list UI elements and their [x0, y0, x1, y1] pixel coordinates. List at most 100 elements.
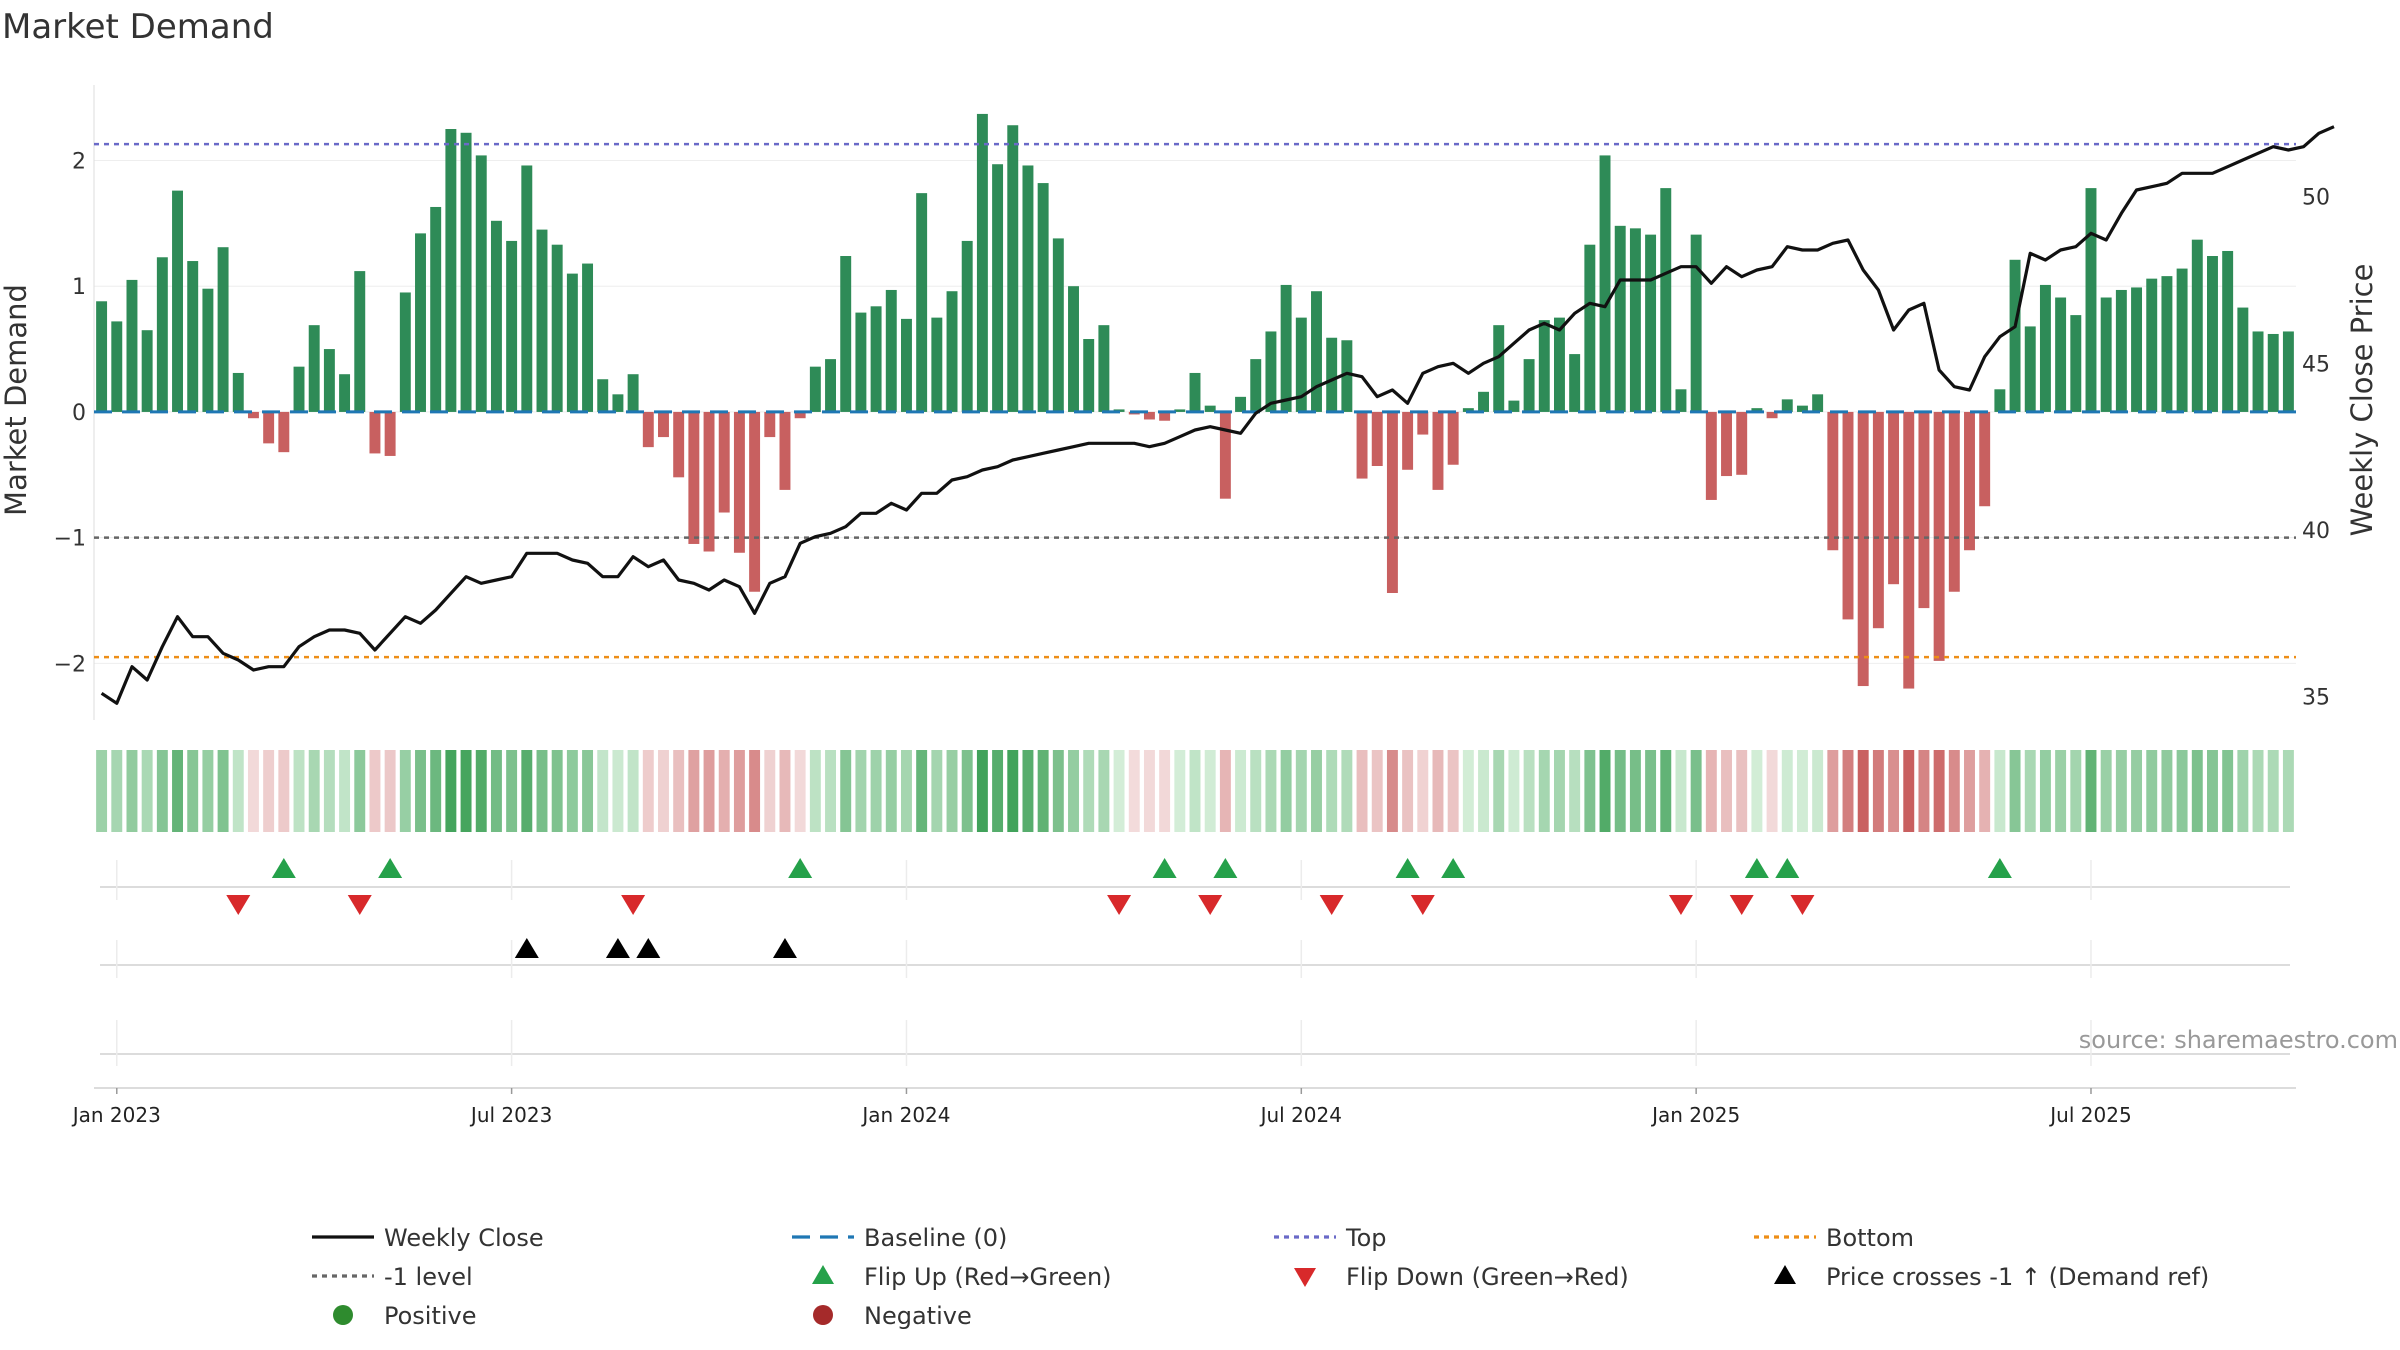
- heat-strip-cell: [399, 750, 411, 832]
- heat-strip-cell: [1493, 750, 1505, 832]
- demand-bar-positive: [1781, 399, 1793, 412]
- price-series: [100, 125, 2335, 705]
- heat-strip-cell: [1918, 750, 1930, 832]
- x-tick-label: Jan 2025: [1650, 1103, 1740, 1127]
- flip-up-marker: [788, 858, 813, 878]
- heat-strip-cell: [2115, 750, 2127, 832]
- heat-strip-cell: [566, 750, 578, 832]
- demand-bar-negative: [1948, 411, 1960, 592]
- heat-strip-cell: [339, 750, 351, 832]
- demand-bar-negative: [1417, 411, 1429, 435]
- demand-bar-positive: [506, 240, 518, 412]
- flip-up-marker: [378, 858, 403, 878]
- demand-bar-positive: [1508, 400, 1520, 412]
- demand-bar-positive: [597, 379, 609, 412]
- demand-bar-negative: [1371, 411, 1383, 466]
- heat-strip-cell: [749, 750, 761, 832]
- demand-bar-positive: [2282, 331, 2294, 412]
- heat-strip-cell: [1569, 750, 1581, 832]
- heat-strip-cell: [1948, 750, 1960, 832]
- demand-bar-positive: [430, 206, 442, 412]
- demand-bar-positive: [1068, 286, 1079, 412]
- demand-bar-positive: [1022, 165, 1034, 412]
- heat-strip-cell: [1402, 750, 1414, 832]
- heat-strip-cell: [1326, 750, 1338, 832]
- heat-strip-cell: [1356, 750, 1368, 832]
- heat-strip-cell: [946, 750, 958, 832]
- legend-label: Baseline (0): [864, 1224, 1007, 1252]
- legend-item-bottom: Bottom: [1754, 1224, 1914, 1252]
- demand-bar-positive: [2207, 256, 2218, 412]
- demand-bar-positive: [627, 374, 639, 412]
- heat-strip-cell: [278, 750, 290, 832]
- demand-bar-positive: [1037, 183, 1049, 412]
- demand-bar-positive: [1265, 331, 1277, 412]
- heat-strip-cell: [961, 750, 973, 832]
- heat-strip-cell: [2267, 750, 2279, 832]
- heat-strip-cell: [308, 750, 320, 832]
- y2-tick-label: 35: [2302, 686, 2330, 711]
- y-tick-label: 1: [72, 275, 86, 300]
- heat-strip-cell: [1386, 750, 1398, 832]
- demand-bar-positive: [2070, 315, 2082, 412]
- heat-strip-cell: [187, 750, 199, 832]
- demand-bar-positive: [992, 164, 1004, 412]
- heat-strip-cell: [263, 750, 275, 832]
- heat-strip-cell: [1235, 750, 1247, 832]
- legend-item-weekly-close: Weekly Close: [312, 1224, 544, 1252]
- demand-bar-positive: [582, 263, 594, 412]
- reference-lines: [94, 142, 2296, 659]
- demand-bar-positive: [1204, 405, 1216, 412]
- heat-strip-cell: [1295, 750, 1307, 832]
- heat-strip-cell: [369, 750, 381, 832]
- heat-strip-cell: [2252, 750, 2264, 832]
- legend-label: Bottom: [1826, 1224, 1914, 1252]
- demand-bar-positive: [1462, 408, 1474, 412]
- heat-strip-cell: [1842, 750, 1854, 832]
- demand-bar-positive: [1250, 359, 1262, 412]
- demand-bar-positive: [2191, 239, 2203, 412]
- heat-strip-cell: [1584, 750, 1596, 832]
- heat-strip-cell: [1538, 750, 1550, 832]
- heat-strip-cell: [2100, 750, 2112, 832]
- heat-strip-cell: [1159, 750, 1171, 832]
- demand-bar-positive: [1690, 234, 1702, 412]
- demand-bar-positive: [308, 325, 320, 412]
- x-tick-label: Jul 2025: [2048, 1103, 2131, 1127]
- heat-strip-cell: [1721, 750, 1732, 832]
- flip-up-marker: [271, 858, 296, 878]
- flip-down-marker: [1198, 895, 1223, 915]
- heat-strip-cell: [1933, 750, 1945, 832]
- heat-strip-cell: [794, 750, 806, 832]
- heat-strip-cell: [1143, 750, 1155, 832]
- demand-bar-negative: [384, 411, 396, 456]
- demand-bar-negative: [1143, 411, 1155, 420]
- heat-strip-cell: [1007, 750, 1019, 832]
- demand-bar-positive: [217, 247, 229, 412]
- heat-strip-cell: [764, 750, 776, 832]
- heat-strip-cell: [1979, 750, 1991, 832]
- y-tick-label: 0: [72, 401, 86, 426]
- demand-bar-positive: [1675, 389, 1687, 412]
- weekly-close-line: [100, 125, 2335, 705]
- heat-strip-cell: [673, 750, 685, 832]
- demand-bar-positive: [2146, 278, 2158, 412]
- heat-strip-cell: [1022, 750, 1034, 832]
- heat-strip-cell: [1098, 750, 1110, 832]
- x-tick-label: Jan 2023: [71, 1103, 161, 1127]
- demand-bar-negative: [673, 411, 685, 478]
- demand-bar-negative: [369, 411, 381, 454]
- heat-strip-cell: [1599, 750, 1611, 832]
- heat-strip-cell: [718, 750, 730, 832]
- demand-bar-positive: [156, 257, 168, 412]
- heat-strip-cell: [172, 750, 183, 832]
- heat-strip-cell: [1371, 750, 1383, 832]
- heat-strip-cell: [1903, 750, 1915, 832]
- heat-strip-cell: [703, 750, 715, 832]
- flip-down-marker: [347, 895, 372, 915]
- demand-bar-negative: [688, 411, 700, 544]
- demand-bar-negative: [263, 411, 275, 444]
- demand-bar-positive: [1994, 389, 2006, 412]
- demand-bar-negative: [1979, 411, 1991, 507]
